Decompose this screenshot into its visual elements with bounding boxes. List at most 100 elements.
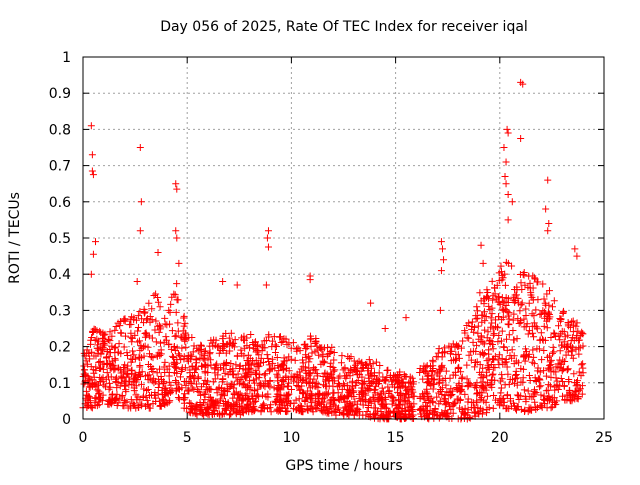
data-point bbox=[479, 351, 487, 359]
data-point bbox=[303, 394, 311, 402]
data-point bbox=[537, 329, 545, 337]
data-point bbox=[431, 407, 439, 415]
data-point bbox=[186, 366, 194, 374]
x-axis-label: GPS time / hours bbox=[285, 458, 402, 474]
data-point bbox=[138, 344, 146, 352]
data-point bbox=[111, 355, 119, 363]
data-point bbox=[488, 277, 496, 285]
data-point bbox=[134, 403, 142, 411]
data-point bbox=[542, 205, 550, 213]
data-point bbox=[530, 312, 538, 320]
data-point bbox=[312, 337, 320, 345]
data-point bbox=[515, 320, 523, 328]
data-point bbox=[151, 388, 159, 396]
y-tick-labels: 0 0.1 0.2 0.3 0.4 0.5 0.6 0.7 0.8 0.9 1 bbox=[49, 50, 71, 428]
data-point bbox=[136, 307, 144, 315]
data-point bbox=[482, 398, 490, 406]
data-point bbox=[460, 410, 468, 418]
data-point bbox=[484, 361, 492, 369]
data-point bbox=[543, 290, 551, 298]
data-point bbox=[421, 389, 429, 397]
data-point bbox=[550, 348, 558, 356]
data-point bbox=[313, 405, 321, 413]
data-point bbox=[519, 270, 527, 278]
data-point bbox=[117, 329, 125, 337]
data-point bbox=[503, 125, 511, 133]
data-point bbox=[440, 256, 448, 264]
data-point bbox=[278, 377, 286, 385]
data-point bbox=[560, 365, 568, 373]
data-point bbox=[282, 372, 290, 380]
data-point bbox=[265, 333, 273, 341]
data-point bbox=[521, 281, 529, 289]
data-point bbox=[313, 370, 321, 378]
data-point bbox=[239, 380, 247, 388]
data-point bbox=[121, 361, 129, 369]
data-point bbox=[172, 377, 180, 385]
data-point bbox=[471, 363, 479, 371]
data-point bbox=[508, 262, 516, 270]
data-point bbox=[502, 358, 510, 366]
data-point bbox=[181, 320, 189, 328]
data-point bbox=[145, 332, 153, 340]
data-point bbox=[172, 332, 180, 340]
data-point bbox=[226, 411, 234, 419]
data-point bbox=[272, 399, 280, 407]
data-point bbox=[536, 368, 544, 376]
data-point bbox=[423, 407, 431, 415]
data-point bbox=[565, 378, 573, 386]
data-point bbox=[315, 351, 323, 359]
data-point bbox=[479, 364, 487, 372]
data-point bbox=[473, 303, 481, 311]
data-point bbox=[219, 375, 227, 383]
data-point bbox=[225, 334, 233, 342]
data-point bbox=[408, 374, 416, 382]
data-point bbox=[370, 386, 378, 394]
data-point bbox=[363, 408, 371, 416]
data-point bbox=[260, 405, 268, 413]
data-point bbox=[489, 296, 497, 304]
data-point bbox=[247, 361, 255, 369]
data-point bbox=[464, 379, 472, 387]
data-point bbox=[519, 80, 527, 88]
data-point bbox=[504, 370, 512, 378]
data-point bbox=[129, 375, 137, 383]
data-point bbox=[436, 306, 444, 314]
data-point bbox=[206, 386, 214, 394]
data-point bbox=[200, 347, 208, 355]
data-point bbox=[572, 388, 580, 396]
data-point bbox=[416, 393, 424, 401]
data-point bbox=[423, 369, 431, 377]
data-point bbox=[317, 400, 325, 408]
data-point bbox=[500, 343, 508, 351]
data-point bbox=[145, 299, 153, 307]
data-point bbox=[554, 386, 562, 394]
data-point bbox=[517, 279, 525, 287]
data-point bbox=[568, 347, 576, 355]
data-point bbox=[146, 391, 154, 399]
data-point bbox=[451, 368, 459, 376]
data-point bbox=[489, 345, 497, 353]
data-point bbox=[108, 332, 116, 340]
data-point bbox=[331, 397, 339, 405]
data-point bbox=[154, 390, 162, 398]
data-point bbox=[230, 405, 238, 413]
data-point bbox=[404, 403, 412, 411]
data-point bbox=[136, 362, 144, 370]
data-point bbox=[474, 329, 482, 337]
data-point bbox=[468, 325, 476, 333]
data-point bbox=[139, 343, 147, 351]
data-point bbox=[514, 403, 522, 411]
data-point bbox=[532, 388, 540, 396]
data-point bbox=[99, 365, 107, 373]
data-point bbox=[160, 338, 168, 346]
data-point bbox=[330, 349, 338, 357]
data-point bbox=[209, 378, 217, 386]
data-point bbox=[273, 370, 281, 378]
data-point bbox=[197, 342, 205, 350]
data-point bbox=[416, 369, 424, 377]
data-point bbox=[371, 411, 379, 419]
data-point bbox=[429, 364, 437, 372]
data-point bbox=[490, 330, 498, 338]
data-point bbox=[238, 374, 246, 382]
